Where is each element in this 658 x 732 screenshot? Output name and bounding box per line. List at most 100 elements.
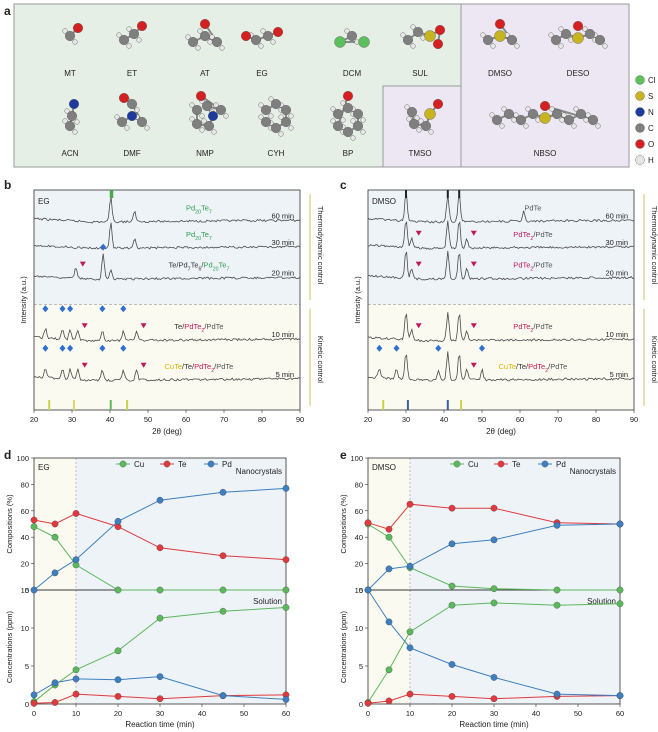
xrd-trace-10-min [33,327,301,343]
phase-label-part: 7 [209,236,212,242]
trace-time-label: 60 min [271,211,294,220]
atom [72,129,78,135]
atom [281,104,292,115]
phase-label-part: / [192,362,195,371]
data-point-Pd [156,496,164,504]
atom [288,125,294,131]
atom [424,30,436,42]
phase-label-part: P [513,261,518,270]
x-tick-label: 90 [296,415,304,424]
molecule-name: TMSO [408,149,431,158]
early-region [34,458,76,704]
atom [62,28,68,34]
diamond-marker [479,344,485,352]
atom [400,32,406,38]
y-tick-label: 20 [355,560,363,569]
data-point-Te [406,500,414,508]
atom [571,123,577,129]
pdte-marker [81,362,88,368]
data-point-Pd [282,696,290,703]
phase-label-part: e [188,362,192,371]
legend-marker [453,460,461,468]
molecule-name: EG [256,69,268,78]
atom [271,122,282,133]
diamond-marker [99,305,106,313]
x-tick-label: 30 [402,415,410,424]
atom [68,98,79,109]
x-axis-label: Reaction time (min) [125,720,195,729]
data-point-Pd [30,586,38,594]
phase-label-part: e [172,261,176,270]
data-point-Te [448,693,456,700]
atom [64,108,70,114]
molecule-DESO [548,21,608,49]
y-tick-label: 5 [359,662,363,671]
atom [116,32,122,38]
data-point-Cu [490,585,498,593]
data-point-Pd [114,676,122,684]
data-point-Te [219,552,227,560]
thermodynamic-control-label: Thermodynamic control [650,206,658,285]
diamond-marker [59,305,66,313]
data-point-Te [490,504,498,512]
atom [595,35,606,46]
x-tick-label: 60 [616,709,624,718]
pdte-marker [81,323,88,329]
y-tick-label: 60 [355,507,363,516]
y-tick-label: 15 [355,586,363,595]
legend-atom-O [635,139,645,149]
composition-panel-e: DMSO Nanocrystals Solution Cu Te Pd 0 20 40 60 80 1… [339,454,624,729]
trace-phase-label: Te/Pd7Te6/Pd20Te7 [168,261,229,273]
atom [480,32,486,38]
molecule-name: NBSO [534,149,557,158]
atom [144,125,150,131]
atom [203,120,214,131]
data-point-Cu [448,582,456,590]
reference-bar [382,400,385,410]
phase-label-part: dTe [540,230,552,239]
x-tick-label: 40 [106,415,114,424]
phase-label-part: 2 [530,328,533,334]
phase-label-part: Te [191,261,199,270]
data-point-Pd [219,692,227,699]
molecule-name: NMP [196,149,214,158]
atom [136,37,142,43]
atom [514,43,520,49]
atom [72,39,78,45]
atom [195,45,201,51]
atom [240,31,251,42]
diamond-marker [67,344,74,352]
data-point-Pd [406,562,414,570]
molecule-CYH [258,96,294,137]
atom [263,31,274,42]
trace-time-label: 10 min [605,330,628,339]
atom [250,35,261,46]
y-tick-label: 60 [21,507,29,516]
x-tick-label: 60 [516,415,524,424]
diamond-marker [376,344,383,352]
legend-atom-H [635,155,645,165]
molecule-MT [62,23,83,45]
molecule-AT [185,19,225,51]
phase-label-part: dTe [533,362,545,371]
atom [72,23,83,34]
phase-label-part: / [214,362,217,371]
data-point-Te [72,510,80,517]
atom [268,96,274,102]
atom [552,108,563,119]
x-tick-label: 50 [144,415,152,424]
data-point-Pd [282,485,290,492]
y-tick-label: 100 [350,454,363,463]
phase-label-part: P [550,362,555,371]
data-point-Cu [114,647,122,655]
data-point-Te [72,690,80,698]
phase-label-part: / [533,261,536,270]
x-tick-label: 50 [574,709,582,718]
x-tick-label: 70 [554,415,562,424]
atom [185,34,191,40]
phase-label-part: dTe [540,322,552,331]
trace-phase-label: CuTe/Te/PdTe2/PdTe [164,362,233,374]
atom [360,129,366,135]
atom [343,126,354,137]
